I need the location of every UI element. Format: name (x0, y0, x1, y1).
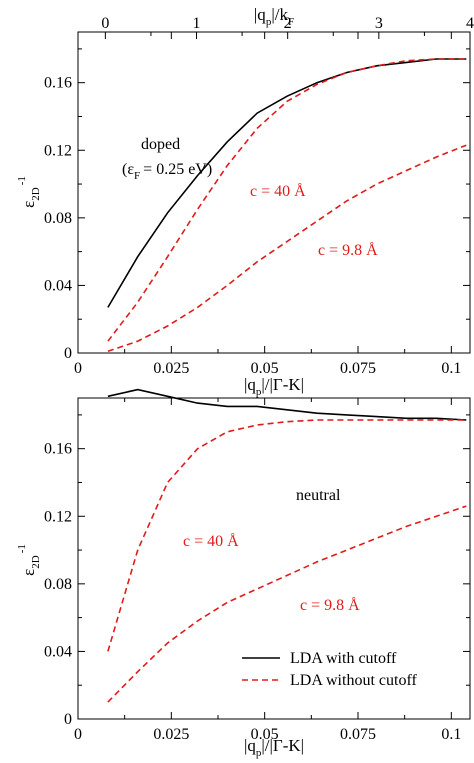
bottom-x-tick-label: 0.05 (251, 726, 279, 743)
bottom-series-2-line (107, 505, 467, 703)
top-y-ticks: 0 0.04 0.08 0.12 0.16 (44, 48, 470, 362)
top-plot-frame (77, 31, 471, 354)
bottom-y-tick-label: 0.04 (44, 643, 72, 660)
bottom-x-tick-label: 0.1 (441, 726, 461, 743)
top-annotation-doped: doped (141, 136, 180, 153)
top-x-ticks: 0 0.025 0.05 0.075 0.1 (74, 32, 461, 377)
top-x-tick-label: 0.05 (251, 360, 279, 377)
top-x-tick-label: 0.025 (153, 360, 189, 377)
bottom-y-tick-label: 0 (64, 711, 72, 728)
bottom-panel: 0 0.025 0.05 0.075 0.1 0 0.04 0.08 0.12 0.16 |qp… (16, 388, 471, 759)
top-y-tick-label: 0 (64, 345, 72, 362)
top-upper-tick-label: 4 (466, 15, 474, 32)
bottom-y-axis-label: ε2D-1 (16, 544, 42, 576)
bottom-x-axis-label: |qp|/|Γ-K| (244, 736, 304, 759)
bottom-annotation-neutral: neutral (296, 487, 341, 504)
bottom-y-tick-label: 0.12 (44, 508, 72, 525)
top-y-tick-label: 0.04 (44, 277, 72, 294)
svg-text:ε2D-1: ε2D-1 (16, 176, 42, 208)
legend-label-with-cutoff: LDA with cutoff (290, 650, 397, 667)
top-y-axis-label: ε2D-1 (16, 176, 42, 208)
top-y-tick-label: 0.16 (44, 75, 72, 92)
top-x-axis-label: |qp|/|Γ-K| (244, 375, 304, 398)
top-series-0-line (107, 58, 467, 308)
top-x-tick-label: 0.1 (441, 360, 461, 377)
bottom-annotation-c40: c = 40 Å (183, 532, 239, 550)
top-upper-tick-label: 3 (375, 15, 383, 32)
top-y-tick-label: 0.08 (44, 210, 72, 227)
top-x-tick-label: 0 (74, 360, 82, 377)
top-series-1-line (107, 58, 467, 342)
bottom-x-tick-label: 0.075 (340, 726, 376, 743)
bottom-x-ticks: 0 0.025 0.05 0.075 0.1 (74, 398, 461, 743)
bottom-curves (107, 388, 467, 703)
top-upper-tick-label: 2 (284, 15, 292, 32)
legend-label-without-cutoff: LDA without cutoff (290, 672, 417, 689)
top-panel: 0 0.025 0.05 0.075 0.1 0 0.04 0.08 0.12 0.16 0 1 2… (16, 5, 474, 398)
top-curves (107, 58, 467, 353)
top-annotation-c98: c = 9.8 Å (318, 241, 378, 259)
bottom-y-tick-label: 0.08 (44, 576, 72, 593)
top-upper-axis-ticks: 0 1 2 3 4 (101, 15, 474, 39)
bottom-x-tick-label: 0.025 (153, 726, 189, 743)
svg-text:ε2D-1: ε2D-1 (16, 544, 42, 576)
top-upper-tick-label: 1 (193, 15, 201, 32)
top-series-2-line (107, 144, 467, 353)
top-annotation-c40: c = 40 Å (250, 182, 306, 200)
bottom-y-tick-label: 0.16 (44, 441, 72, 458)
top-upper-axis-label: |qp|/kF (254, 5, 294, 28)
top-annotation-fermi: (εF = 0.25 eV) (122, 161, 212, 182)
top-x-tick-label: 0.075 (340, 360, 376, 377)
bottom-series-0-line (107, 388, 467, 421)
legend: LDA with cutoff LDA without cutoff (242, 650, 417, 689)
bottom-x-tick-label: 0 (74, 726, 82, 743)
bottom-series-1-line (107, 419, 467, 652)
bottom-y-ticks: 0 0.04 0.08 0.12 0.16 (44, 414, 470, 728)
bottom-annotation-c98: c = 9.8 Å (300, 596, 360, 614)
bottom-plot-frame (77, 397, 471, 720)
top-upper-tick-label: 0 (101, 15, 109, 32)
top-y-tick-label: 0.12 (44, 142, 72, 159)
